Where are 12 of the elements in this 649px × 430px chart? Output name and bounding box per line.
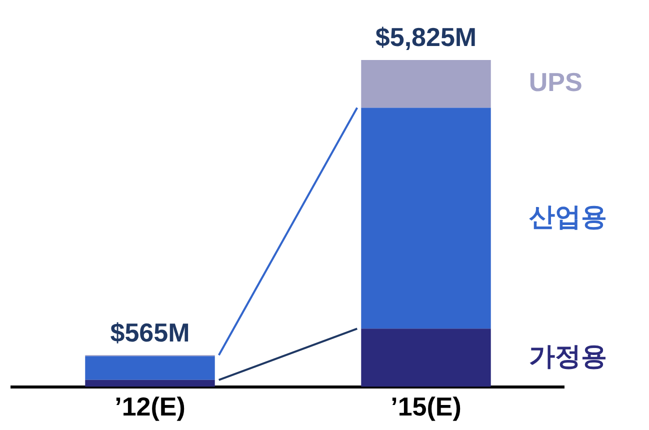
annotation: $5,825M — [375, 22, 477, 52]
series-label: 가정용 — [528, 340, 607, 371]
bar — [85, 356, 215, 380]
bar — [85, 380, 215, 387]
series-label: 산업용 — [528, 201, 607, 232]
x-tick-label: ’12(E) — [114, 392, 186, 422]
bar — [361, 328, 491, 387]
series-label: UPS — [528, 67, 582, 98]
annotation: $565M — [110, 317, 190, 348]
x-tick-label: ’15(E) — [390, 392, 462, 422]
bar — [361, 108, 491, 329]
bar — [361, 60, 491, 108]
